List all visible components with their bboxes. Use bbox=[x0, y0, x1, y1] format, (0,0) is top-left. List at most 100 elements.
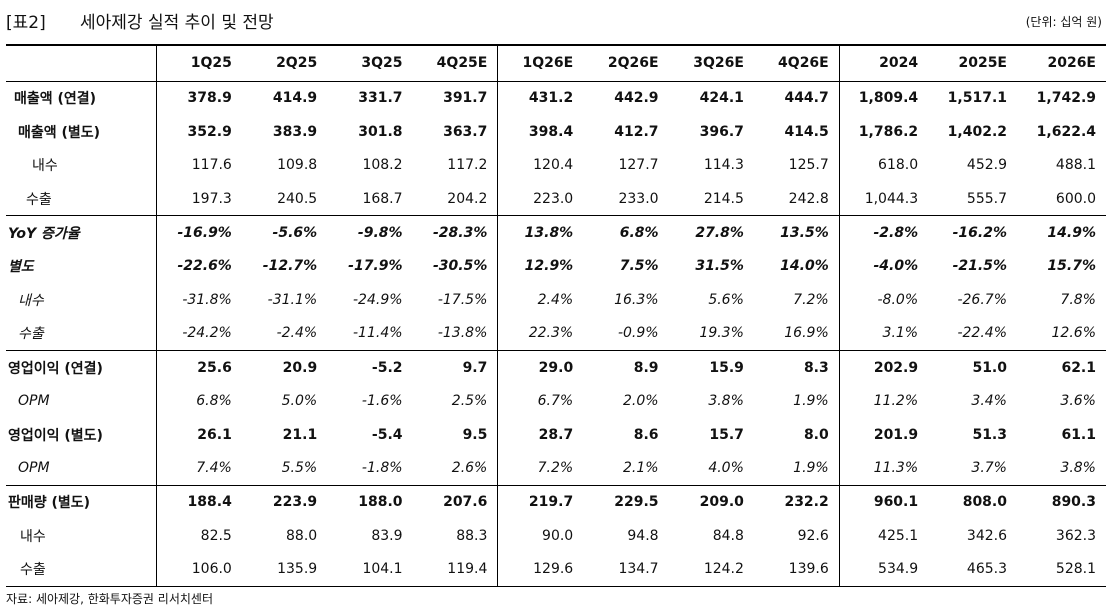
table-title: 세아제강 실적 추이 및 전망 bbox=[80, 13, 274, 33]
cell: 168.7 bbox=[362, 190, 403, 207]
cell: 7.8% bbox=[1060, 291, 1096, 308]
cell: 383.9 bbox=[272, 123, 318, 140]
cell: 109.8 bbox=[277, 157, 318, 174]
table-row: 수출 197.3 240.5 168.7 204.2 223.0 233.0 214.5 242… bbox=[6, 182, 1106, 216]
data-table: 1Q25 2Q25 3Q25 4Q25E 1Q26E 2Q26E 3Q26E 4Q26E 202… bbox=[6, 44, 1106, 587]
cell: 3.4% bbox=[971, 393, 1007, 410]
cell: 1,517.1 bbox=[947, 90, 1007, 107]
table-row: 영업이익 (연결) 25.6 20.9 -5.2 9.7 29.0 8.9 15.9 8.3 20… bbox=[6, 350, 1106, 385]
cell: 2.1% bbox=[622, 460, 659, 477]
cell: 1.9% bbox=[753, 384, 840, 418]
cell: -2.8% bbox=[873, 224, 919, 241]
cell: 209.0 bbox=[699, 494, 744, 511]
cell: 1,786.2 bbox=[858, 123, 919, 140]
cell: 25.6 bbox=[197, 359, 232, 376]
cell: 424.1 bbox=[699, 90, 744, 107]
column-header: 3Q25 bbox=[361, 55, 403, 72]
cell: 15.7 bbox=[709, 426, 744, 443]
cell: 3.6% bbox=[1060, 393, 1096, 410]
cell: -1.8% bbox=[361, 460, 403, 477]
cell: 106.0 bbox=[191, 561, 232, 578]
row-label: 내수 bbox=[6, 283, 157, 317]
cell: 7.5% bbox=[619, 258, 659, 275]
column-header: 4Q26E bbox=[753, 45, 840, 81]
row-label: 수출 bbox=[6, 182, 157, 216]
cell: 62.1 bbox=[1061, 359, 1096, 376]
cell: 5.5% bbox=[281, 460, 318, 477]
cell: -8.0% bbox=[877, 291, 919, 308]
cell: 808.0 bbox=[962, 494, 1007, 511]
cell: 229.5 bbox=[614, 494, 659, 511]
column-header: 1Q26E bbox=[522, 55, 574, 72]
table-row: OPM 6.8% 5.0% -1.6% 2.5% 6.7% 2.0% 3.8% 1.9% 11.2… bbox=[6, 384, 1106, 418]
cell: 119.4 bbox=[412, 552, 499, 587]
cell: 528.1 bbox=[1055, 561, 1096, 578]
cell: 3.8% bbox=[708, 393, 744, 410]
cell: 444.7 bbox=[753, 81, 840, 115]
cell: 188.0 bbox=[358, 494, 403, 511]
cell: 7.2% bbox=[537, 460, 574, 477]
cell: -5.2 bbox=[371, 359, 403, 376]
cell: 4.0% bbox=[708, 460, 744, 477]
cell: -21.5% bbox=[952, 258, 1007, 275]
table-row: 별도 -22.6% -12.7% -17.9% -30.5% 12.9% 7.5% 31.5%… bbox=[6, 249, 1106, 284]
cell: 88.0 bbox=[286, 527, 318, 544]
cell: 342.6 bbox=[966, 527, 1007, 544]
table-tag: [표2] bbox=[6, 13, 46, 33]
cell: 219.7 bbox=[528, 494, 574, 511]
cell: 20.9 bbox=[282, 359, 318, 376]
cell: 6.7% bbox=[537, 393, 574, 410]
cell: -4.0% bbox=[873, 258, 919, 275]
table-row: 내수 82.5 88.0 83.9 88.3 90.0 94.8 84.8 92.6 425.1 3… bbox=[6, 518, 1106, 553]
cell: 88.3 bbox=[412, 518, 499, 553]
cell: 139.6 bbox=[753, 552, 840, 587]
cell: 242.8 bbox=[753, 182, 840, 216]
cell: 1,809.4 bbox=[858, 90, 919, 107]
cell: 120.4 bbox=[533, 157, 574, 174]
cell: -24.9% bbox=[353, 291, 403, 308]
cell: 31.5% bbox=[695, 258, 744, 275]
cell: 414.5 bbox=[753, 114, 840, 149]
table-row: 수출 106.0 135.9 104.1 119.4 129.6 134.7 124.2 139… bbox=[6, 552, 1106, 587]
cell: 412.7 bbox=[614, 123, 659, 140]
column-header: 2024 bbox=[879, 55, 919, 72]
cell: 1,402.2 bbox=[947, 123, 1007, 140]
cell: 12.9% bbox=[524, 258, 574, 275]
cell: 90.0 bbox=[542, 527, 574, 544]
cell: 1,044.3 bbox=[864, 190, 919, 207]
cell: 83.9 bbox=[371, 527, 403, 544]
cell: -2.4% bbox=[276, 325, 318, 342]
row-label: 영업이익 (별도) bbox=[6, 417, 157, 452]
table-row: 판매량 (별도) 188.4 223.9 188.0 207.6 219.7 229.5 20… bbox=[6, 485, 1106, 519]
cell: 15.7% bbox=[1047, 258, 1096, 275]
cell: -26.7% bbox=[957, 291, 1007, 308]
cell: 391.7 bbox=[412, 81, 499, 115]
cell: 21.1 bbox=[282, 426, 318, 443]
cell: -1.6% bbox=[361, 393, 403, 410]
cell: -17.9% bbox=[348, 258, 403, 275]
cell: 197.3 bbox=[191, 190, 232, 207]
cell: 7.4% bbox=[196, 460, 232, 477]
cell: 8.0 bbox=[753, 417, 840, 452]
cell: 232.2 bbox=[753, 485, 840, 519]
cell: 61.1 bbox=[1061, 426, 1096, 443]
cell: 82.5 bbox=[200, 527, 232, 544]
cell: 28.7 bbox=[538, 426, 574, 443]
cell: 6.8% bbox=[196, 393, 232, 410]
cell: 8.3 bbox=[753, 350, 840, 385]
cell: 9.7 bbox=[412, 350, 499, 385]
cell: 13.8% bbox=[524, 224, 574, 241]
cell: 51.3 bbox=[972, 426, 1007, 443]
column-header: 1Q25 bbox=[190, 55, 232, 72]
row-label: YoY 증가율 bbox=[6, 215, 157, 250]
cell: -31.8% bbox=[182, 291, 232, 308]
corner-cell bbox=[6, 45, 157, 81]
cell: 117.2 bbox=[412, 148, 499, 183]
column-header: 3Q26E bbox=[693, 55, 744, 72]
table-row: YoY 증가율 -16.9% -5.6% -9.8% -28.3% 13.8% 6.8% 27… bbox=[6, 215, 1106, 250]
cell: 1,742.9 bbox=[1036, 90, 1096, 107]
cell: -17.5% bbox=[412, 283, 499, 317]
row-label: 매출액 (연결) bbox=[6, 81, 157, 115]
cell: 26.1 bbox=[197, 426, 232, 443]
